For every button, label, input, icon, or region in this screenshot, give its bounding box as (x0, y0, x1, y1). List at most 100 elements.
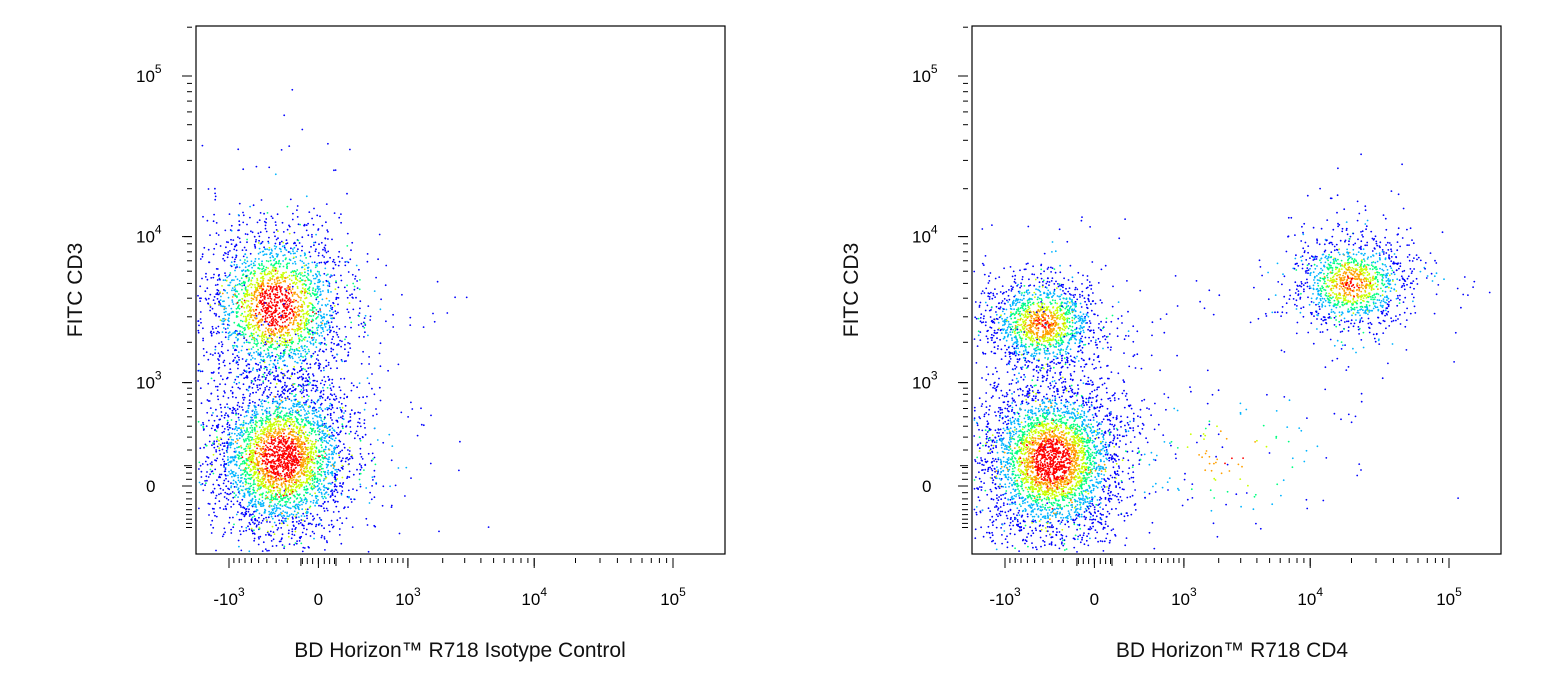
event-dot (262, 445, 264, 448)
event-dot (313, 282, 316, 285)
event-dot (233, 341, 236, 344)
event-dot (265, 516, 267, 519)
event-dot (291, 337, 293, 339)
event-dot (348, 342, 351, 345)
event-dot (319, 478, 321, 481)
event-dot (307, 333, 310, 335)
event-dot (271, 255, 274, 257)
event-dot (306, 306, 309, 309)
event-dot (332, 398, 335, 401)
event-dot (320, 369, 322, 372)
event-dot (267, 307, 270, 310)
event-dot (285, 271, 287, 274)
event-dot (306, 288, 309, 291)
event-dot (394, 484, 397, 487)
event-dot (309, 446, 312, 448)
event-dot (256, 303, 259, 306)
event-dot (283, 489, 286, 492)
event-dot (303, 288, 306, 291)
event-dot (311, 440, 314, 443)
event-dot (254, 499, 257, 501)
event-dot (300, 319, 303, 322)
event-dot (295, 521, 298, 523)
event-dot (254, 286, 257, 288)
event-dot (245, 478, 248, 481)
event-dot (284, 384, 286, 387)
event-dot (277, 230, 279, 233)
event-dot (272, 317, 274, 320)
event-dot (312, 289, 314, 292)
event-dot (217, 234, 220, 236)
event-dot (304, 297, 306, 300)
event-dot (251, 505, 254, 508)
event-dot (286, 267, 288, 270)
event-dot (340, 274, 342, 277)
event-dot (258, 512, 261, 515)
event-dot (274, 269, 277, 272)
event-dot (371, 485, 373, 487)
event-dot (286, 377, 289, 379)
event-dot (249, 327, 252, 329)
event-dot (282, 448, 285, 450)
event-dot (262, 275, 265, 278)
event-dot (277, 423, 280, 426)
event-dot (324, 486, 326, 489)
event-dot (218, 354, 221, 357)
event-dot (237, 305, 240, 308)
event-dot (319, 274, 322, 277)
event-dot (241, 345, 244, 348)
event-dot (202, 339, 205, 342)
event-dot (211, 519, 214, 522)
event-dot (262, 323, 265, 326)
event-dot (269, 429, 271, 431)
event-dot (262, 426, 264, 429)
event-dot (224, 468, 227, 470)
event-dot (321, 454, 324, 457)
event-dot (297, 239, 300, 242)
event-dot (323, 272, 326, 275)
event-dot (253, 342, 256, 345)
event-dot (362, 350, 364, 353)
event-dot (312, 427, 314, 430)
event-dot (266, 248, 268, 251)
event-dot (358, 396, 361, 399)
event-dot (287, 455, 289, 458)
event-dot (313, 277, 315, 280)
event-dot (237, 293, 240, 295)
event-dot (315, 339, 317, 341)
event-dot (273, 468, 275, 471)
event-dot (216, 298, 219, 300)
event-dot (269, 295, 272, 298)
event-dot (245, 341, 248, 343)
event-dot (277, 470, 279, 473)
event-dot (216, 479, 218, 481)
event-dot (269, 421, 272, 424)
event-dot (246, 223, 248, 226)
event-dot (267, 297, 269, 300)
event-dot (313, 473, 316, 476)
event-dot (260, 463, 263, 466)
event-dot (234, 481, 237, 483)
event-dot (251, 532, 254, 535)
event-dot (314, 390, 317, 393)
event-dot (253, 445, 256, 448)
event-dot (252, 262, 255, 265)
event-dot (330, 341, 333, 344)
event-dot (329, 425, 332, 428)
event-dot (290, 407, 293, 410)
event-dot (275, 480, 278, 482)
event-dot (258, 426, 261, 429)
event-dot (257, 474, 259, 476)
event-dot (321, 322, 323, 325)
event-dot (390, 504, 393, 507)
event-dot (368, 356, 370, 358)
event-dot (221, 458, 224, 461)
event-dot (310, 401, 313, 404)
event-dot (212, 483, 215, 486)
event-dot (263, 367, 266, 370)
event-dot (285, 346, 287, 349)
event-dot (319, 382, 322, 385)
event-dot (249, 216, 251, 219)
event-dot (291, 270, 294, 273)
event-dot (305, 377, 307, 379)
